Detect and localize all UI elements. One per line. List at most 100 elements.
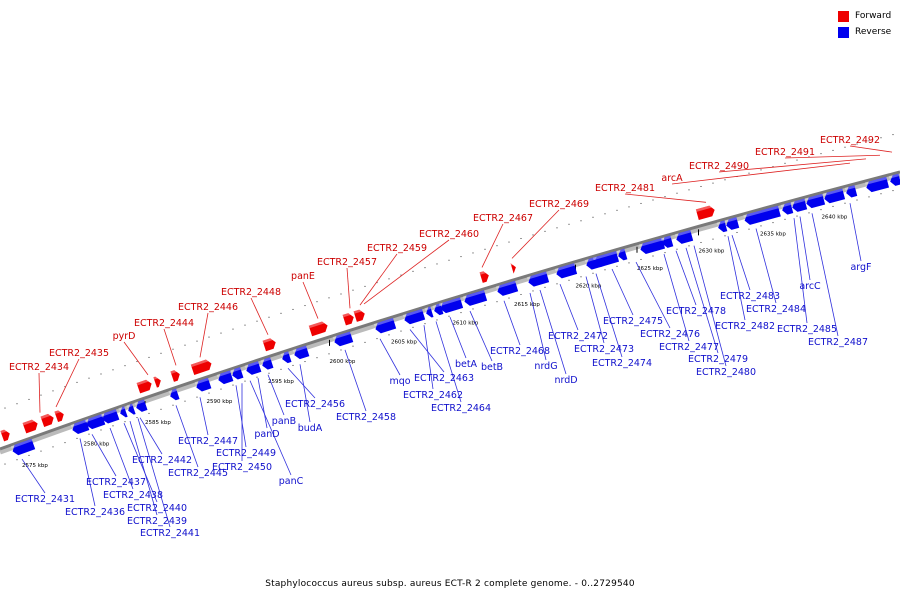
forward-gene-label[interactable]: ECTR2_2481: [595, 183, 655, 194]
reverse-gene[interactable]: [70, 419, 90, 436]
reverse-gene[interactable]: [674, 230, 694, 245]
reverse-gene-label[interactable]: ECTR2_2447: [178, 436, 238, 447]
reverse-gene-label[interactable]: betB: [481, 362, 503, 373]
reverse-gene[interactable]: [230, 367, 244, 381]
reverse-gene-label[interactable]: mqo: [389, 376, 410, 387]
reverse-gene[interactable]: [790, 198, 808, 213]
reverse-gene[interactable]: [373, 318, 397, 334]
reverse-gene[interactable]: [864, 176, 890, 193]
reverse-gene[interactable]: [260, 357, 274, 371]
forward-gene[interactable]: [308, 320, 330, 337]
reverse-gene-label[interactable]: ECTR2_2436: [65, 507, 125, 518]
reverse-gene[interactable]: [592, 251, 620, 268]
reverse-gene-label[interactable]: ECTR2_2468: [490, 346, 550, 357]
reverse-gene-label[interactable]: ECTR2_2464: [431, 403, 491, 414]
reverse-gene[interactable]: [495, 280, 519, 297]
forward-gene[interactable]: [510, 261, 518, 274]
reverse-gene[interactable]: [462, 290, 488, 307]
reverse-gene-label[interactable]: ECTR2_2441: [140, 528, 200, 539]
forward-gene[interactable]: [40, 412, 56, 427]
reverse-gene-label[interactable]: ECTR2_2476: [640, 329, 700, 340]
forward-gene-label[interactable]: arcA: [661, 173, 683, 184]
forward-gene-label[interactable]: ECTR2_2434: [9, 362, 69, 373]
forward-gene-label[interactable]: ECTR2_2446: [178, 302, 238, 313]
reverse-gene-label[interactable]: ECTR2_2463: [414, 373, 474, 384]
reverse-gene-label[interactable]: ECTR2_2472: [548, 331, 608, 342]
reverse-gene[interactable]: [554, 263, 578, 279]
reverse-gene[interactable]: [438, 297, 464, 314]
reverse-gene-label[interactable]: ECTR2_2473: [574, 344, 634, 355]
forward-gene[interactable]: [353, 308, 367, 322]
reverse-gene[interactable]: [134, 399, 148, 413]
reverse-gene[interactable]: [822, 188, 846, 205]
reverse-gene-label[interactable]: panC: [279, 476, 304, 487]
forward-gene[interactable]: [262, 337, 278, 352]
reverse-gene-label[interactable]: ECTR2_2445: [168, 468, 228, 479]
forward-gene-label[interactable]: ECTR2_2435: [49, 348, 109, 359]
reverse-gene[interactable]: [804, 193, 826, 209]
reverse-gene-label[interactable]: ECTR2_2437: [86, 477, 146, 488]
reverse-gene[interactable]: [660, 235, 674, 249]
reverse-gene-label[interactable]: ECTR2_2431: [15, 494, 75, 505]
reverse-gene[interactable]: [432, 303, 444, 316]
reverse-gene-label[interactable]: ECTR2_2478: [666, 306, 726, 317]
reverse-gene-label[interactable]: ECTR2_2482: [715, 321, 775, 332]
forward-gene-label[interactable]: ECTR2_2460: [419, 229, 479, 240]
reverse-gene-label[interactable]: ECTR2_2485: [777, 324, 837, 335]
reverse-gene[interactable]: [292, 345, 310, 361]
forward-gene[interactable]: [22, 418, 40, 434]
forward-gene-label[interactable]: ECTR2_2457: [317, 257, 377, 268]
forward-gene-label[interactable]: ECTR2_2444: [134, 318, 194, 329]
reverse-gene-label[interactable]: ECTR2_2449: [216, 448, 276, 459]
reverse-gene[interactable]: [424, 306, 434, 318]
reverse-gene[interactable]: [526, 271, 550, 288]
reverse-gene-label[interactable]: ECTR2_2479: [688, 354, 748, 365]
reverse-gene-label[interactable]: arcC: [799, 281, 821, 292]
reverse-gene[interactable]: [10, 438, 36, 457]
forward-gene-label[interactable]: ECTR2_2492: [820, 135, 880, 146]
reverse-gene[interactable]: [616, 248, 628, 262]
forward-gene-label[interactable]: ECTR2_2469: [529, 199, 589, 210]
reverse-gene-label[interactable]: ECTR2_2474: [592, 358, 652, 369]
reverse-gene[interactable]: [780, 202, 794, 215]
reverse-gene[interactable]: [402, 309, 426, 325]
forward-gene[interactable]: [0, 428, 11, 442]
reverse-gene-label[interactable]: ECTR2_2456: [285, 399, 345, 410]
reverse-gene[interactable]: [244, 361, 262, 376]
forward-gene[interactable]: [170, 368, 181, 382]
reverse-gene-label[interactable]: ECTR2_2484: [746, 304, 806, 315]
reverse-gene[interactable]: [888, 173, 900, 187]
reverse-gene-label[interactable]: ECTR2_2439: [127, 516, 187, 527]
reverse-gene[interactable]: [118, 406, 128, 418]
reverse-gene-label[interactable]: ECTR2_2458: [336, 412, 396, 423]
reverse-gene-label[interactable]: nrdD: [554, 375, 577, 386]
forward-gene[interactable]: [54, 409, 65, 423]
forward-gene-label[interactable]: ECTR2_2491: [755, 147, 815, 158]
reverse-gene[interactable]: [100, 409, 120, 425]
reverse-gene-label[interactable]: ECTR2_2440: [127, 503, 187, 514]
reverse-gene[interactable]: [168, 388, 180, 402]
reverse-gene-label[interactable]: ECTR2_2477: [659, 342, 719, 353]
forward-gene-label[interactable]: ECTR2_2459: [367, 243, 427, 254]
reverse-gene-label[interactable]: ECTR2_2438: [103, 490, 163, 501]
reverse-gene[interactable]: [716, 220, 728, 233]
reverse-gene-label[interactable]: ECTR2_2462: [403, 390, 463, 401]
reverse-gene-label[interactable]: ECTR2_2442: [132, 455, 192, 466]
reverse-gene-label[interactable]: panB: [272, 416, 296, 427]
reverse-gene[interactable]: [844, 185, 858, 198]
reverse-gene-label[interactable]: ECTR2_2450: [212, 462, 272, 473]
forward-gene[interactable]: [153, 375, 162, 388]
reverse-gene-label[interactable]: panD: [254, 429, 279, 440]
reverse-gene[interactable]: [332, 331, 354, 348]
reverse-gene-label[interactable]: argF: [850, 262, 871, 273]
forward-gene-label[interactable]: ECTR2_2467: [473, 213, 533, 224]
reverse-gene[interactable]: [216, 370, 234, 386]
forward-gene-label[interactable]: pyrD: [113, 331, 136, 342]
reverse-gene-label[interactable]: ECTR2_2475: [603, 316, 663, 327]
forward-gene-label[interactable]: ECTR2_2448: [221, 287, 281, 298]
reverse-gene[interactable]: [194, 377, 212, 393]
reverse-gene-label[interactable]: budA: [298, 423, 323, 434]
reverse-gene-label[interactable]: betA: [455, 359, 478, 370]
forward-gene[interactable]: [136, 378, 154, 394]
reverse-gene[interactable]: [724, 217, 740, 231]
